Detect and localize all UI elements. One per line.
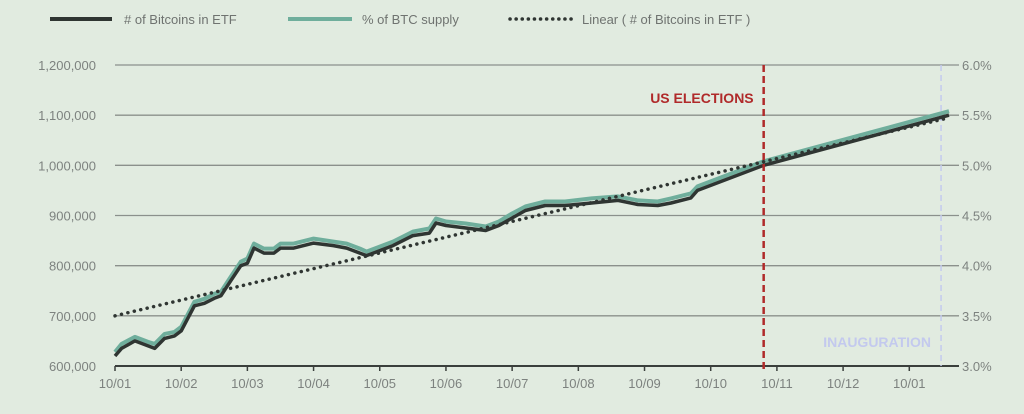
x-tick-label: 10/08: [562, 376, 595, 391]
x-tick-label: 10/10: [694, 376, 727, 391]
x-tick-label: 10/01: [99, 376, 132, 391]
x-tick-label: 10/06: [430, 376, 463, 391]
x-tick-label: 10/11: [761, 376, 793, 391]
series-pct-btc-supply: [113, 109, 950, 354]
y-left-tick-label: 1,000,000: [38, 158, 96, 173]
y-right-tick-label: 3.0%: [962, 359, 992, 374]
x-tick-label: 10/09: [628, 376, 661, 391]
legend-label-btc: # of Bitcoins in ETF: [124, 12, 237, 27]
us-elections-label: US ELECTIONS: [650, 90, 753, 106]
y-right-tick-label: 3.5%: [962, 309, 992, 324]
x-tick-label: 10/02: [165, 376, 198, 391]
legend-label-pct: % of BTC supply: [362, 12, 459, 27]
y-right-tick-label: 6.0%: [962, 58, 992, 73]
y-left-tick-label: 600,000: [49, 359, 96, 374]
y-right-tick-label: 5.0%: [962, 158, 992, 173]
x-tick-label: 10/05: [363, 376, 396, 391]
y-left-tick-label: 800,000: [49, 259, 96, 274]
legend-label-linear: Linear ( # of Bitcoins in ETF ): [582, 12, 750, 27]
x-tick-label: 10/01: [893, 376, 926, 391]
y-right-tick-label: 4.5%: [962, 209, 992, 224]
x-tick-label: 10/04: [297, 376, 330, 391]
x-tick-label: 10/12: [827, 376, 860, 391]
series-bitcoins-in-etf: [113, 113, 950, 358]
x-tick-label: 10/03: [231, 376, 264, 391]
y-right-tick-label: 4.0%: [962, 259, 992, 274]
y-left-tick-label: 1,100,000: [38, 108, 96, 123]
inauguration-label: INAUGURATION: [823, 334, 931, 350]
y-right-tick-label: 5.5%: [962, 108, 992, 123]
y-left-tick-label: 900,000: [49, 209, 96, 224]
series-linear-trend: [113, 115, 951, 318]
legend: # of Bitcoins in ETF % of BTC supply Lin…: [50, 12, 750, 27]
x-tick-label: 10/07: [496, 376, 529, 391]
y-left-tick-label: 1,200,000: [38, 58, 96, 73]
y-left-tick-label: 700,000: [49, 309, 96, 324]
